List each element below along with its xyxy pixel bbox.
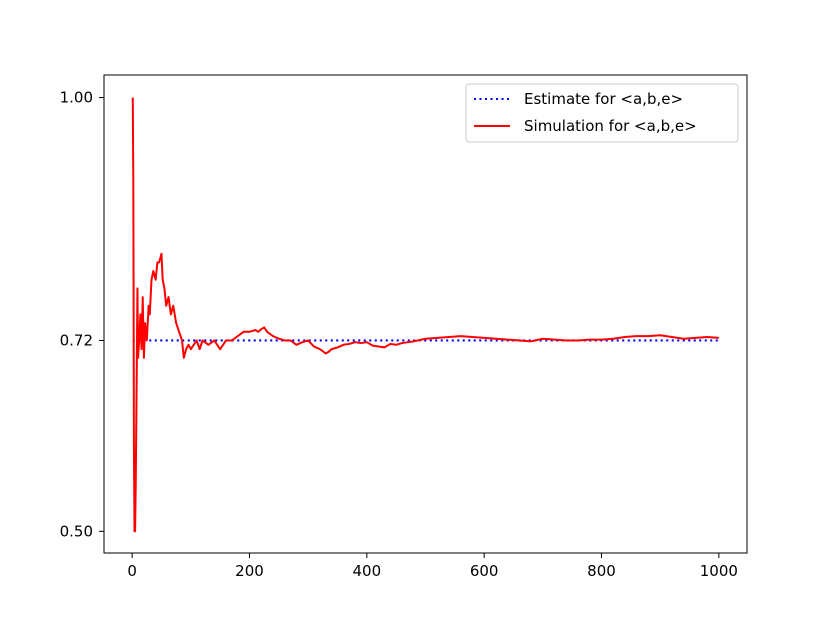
y-tick-label: 1.00 [60,89,93,107]
x-tick-label: 200 [235,562,264,580]
x-tick-label: 1000 [700,562,738,580]
y-axis: 0.50 0.72 1.00 [60,89,104,540]
x-tick-label: 600 [470,562,499,580]
x-tick-label: 400 [353,562,382,580]
plot-area [103,74,748,554]
x-axis: 0 200 400 600 800 1000 [127,553,738,580]
legend: Estimate for <a,b,e> Simulation for <a,b,… [465,83,739,143]
series-line-1 [131,97,719,533]
x-tick-label: 0 [127,562,137,580]
legend-box [465,83,739,143]
plot-frame [103,74,748,554]
legend-label-0: Estimate for <a,b,e> [524,90,683,108]
legend-label-1: Simulation for <a,b,e> [524,117,697,135]
x-tick-label: 800 [587,562,616,580]
y-tick-label: 0.50 [60,522,93,540]
y-tick-label: 0.72 [60,331,93,349]
